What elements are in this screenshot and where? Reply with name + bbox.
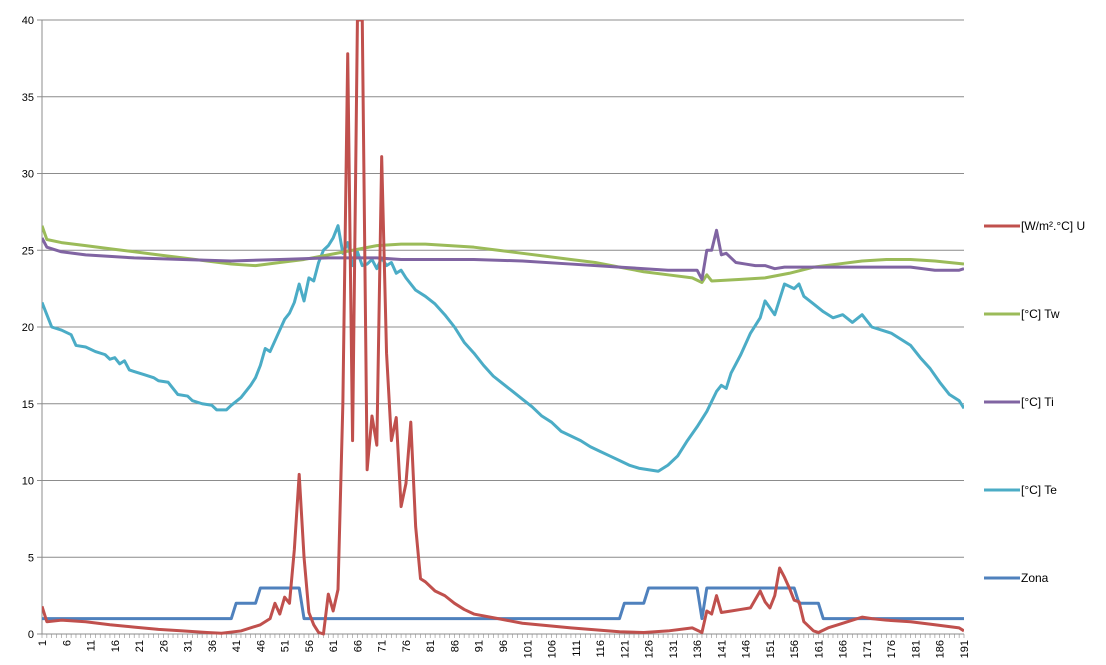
legend-label: [°C] Te — [1021, 483, 1057, 497]
x-tick-label: 121 — [619, 640, 631, 658]
x-tick-label: 86 — [449, 640, 461, 652]
x-tick-label: 101 — [522, 640, 534, 658]
series-line-1 — [42, 225, 964, 284]
x-tick-label: 116 — [595, 640, 607, 658]
x-tick-label: 26 — [158, 640, 170, 652]
x-tick-label: 61 — [328, 640, 340, 652]
x-tick-label: 51 — [280, 640, 292, 652]
x-tick-label: 41 — [231, 640, 243, 652]
series-line-0 — [42, 20, 964, 636]
legend-item: [W/m².°C] U — [984, 219, 1085, 233]
legend-item: Zona — [984, 571, 1049, 585]
x-tick-label: 186 — [935, 640, 947, 658]
y-tick-label: 35 — [22, 92, 34, 104]
x-tick-label: 161 — [813, 640, 825, 658]
x-tick-label: 71 — [377, 640, 389, 652]
y-tick-label: 10 — [22, 476, 34, 488]
y-tick-label: 0 — [28, 629, 34, 641]
y-tick-labels: 0 5 10 15 20 25 30 35 40 — [22, 15, 34, 641]
y-tick-label: 40 — [22, 15, 34, 27]
x-tick-label: 151 — [765, 640, 777, 658]
x-tick-label: 81 — [425, 640, 437, 652]
x-tick-label: 146 — [741, 640, 753, 658]
x-tick-label: 6 — [61, 640, 73, 646]
y-tick-label: 30 — [22, 169, 34, 181]
legend-item: [°C] Te — [984, 483, 1057, 497]
y-tick-label: 20 — [22, 322, 34, 334]
x-tick-label: 36 — [207, 640, 219, 652]
y-tick-label: 15 — [22, 399, 34, 411]
grid-lines — [42, 19, 964, 558]
x-tick-label: 11 — [86, 640, 98, 651]
series-line-3 — [42, 224, 964, 473]
series-line-2 — [42, 228, 964, 281]
x-tick-label: 166 — [838, 640, 850, 658]
x-tick-label: 191 — [959, 640, 971, 658]
legend-label: [°C] Ti — [1021, 395, 1054, 409]
x-tick-label: 181 — [910, 640, 922, 658]
x-tick-label: 176 — [886, 640, 898, 658]
legend-item: [°C] Tw — [984, 307, 1060, 321]
x-tick-label: 136 — [692, 640, 704, 658]
x-tick-label: 126 — [644, 640, 656, 658]
legend-label: [W/m².°C] U — [1021, 219, 1085, 233]
x-tick-label: 66 — [352, 640, 364, 652]
x-tick-label: 16 — [110, 640, 122, 652]
x-tick-label: 111 — [571, 640, 583, 657]
y-tick-label: 25 — [22, 245, 34, 257]
x-tick-label: 56 — [304, 640, 316, 652]
axes — [37, 19, 965, 638]
legend-label: Zona — [1021, 571, 1049, 585]
x-tick-label: 171 — [862, 640, 874, 658]
x-tick-label: 76 — [401, 640, 413, 652]
series-lines — [42, 20, 964, 636]
series-line-4 — [42, 586, 964, 621]
x-tick-label: 141 — [716, 640, 728, 658]
x-tick-label: 1 — [37, 640, 49, 646]
legend: [W/m².°C] U [°C] Tw [°C] Ti [°C] Te Zona — [984, 219, 1085, 585]
x-tick-labels: 1 6 11 16 21 26 31 36 41 46 51 56 61 66 71 76 81 86 91 96 10… — [37, 640, 971, 658]
y-tick-label: 5 — [28, 552, 34, 564]
legend-label: [°C] Tw — [1021, 307, 1060, 321]
x-tick-label: 46 — [255, 640, 267, 652]
x-tick-label: 156 — [789, 640, 801, 658]
x-tick-label: 96 — [498, 640, 510, 652]
x-tick-label: 31 — [183, 640, 195, 652]
x-tick-label: 21 — [134, 640, 146, 652]
x-tick-label: 91 — [474, 640, 486, 652]
legend-item: [°C] Ti — [984, 395, 1054, 409]
x-tick-label: 106 — [547, 640, 559, 658]
x-tick-label: 131 — [668, 640, 680, 658]
